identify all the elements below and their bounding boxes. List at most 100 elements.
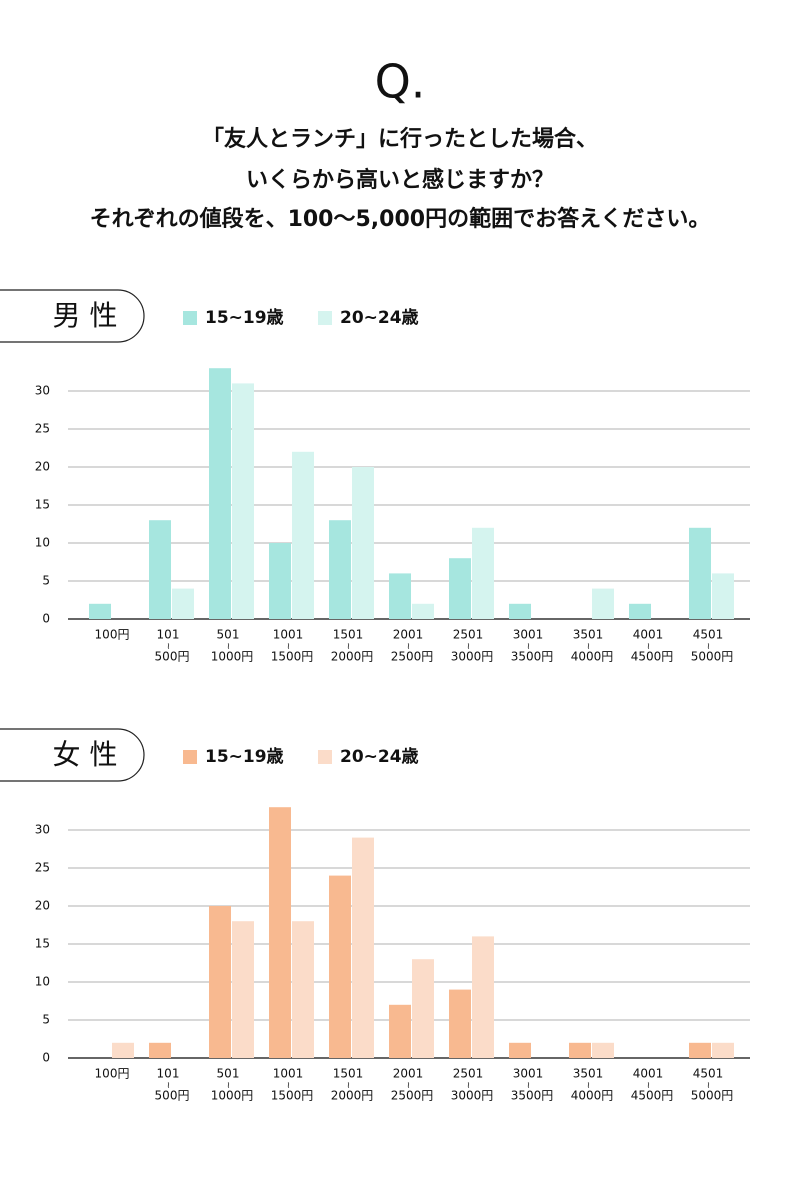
x-tick-label: 4500円	[631, 1089, 674, 1103]
bar	[389, 573, 411, 619]
x-tick-label: 4001	[633, 628, 664, 642]
x-tick-label: 4500円	[631, 650, 674, 664]
bar	[412, 959, 434, 1058]
x-tick-label: 100円	[95, 628, 130, 642]
bar	[292, 921, 314, 1058]
bar	[592, 588, 614, 619]
x-tick-label: 2500円	[391, 650, 434, 664]
section-title: 女 性	[53, 738, 118, 771]
x-tick-separator: ~	[163, 642, 173, 650]
x-tick-label: 3501	[573, 1067, 604, 1081]
x-tick-separator: ~	[463, 642, 473, 650]
bar	[352, 467, 374, 619]
y-tick-label: 20	[35, 460, 50, 474]
y-tick-label: 5	[42, 574, 50, 588]
x-tick-separator: ~	[343, 1081, 353, 1089]
question-line: それぞれの値段を、100〜5,000円の範囲でお答えください。	[90, 206, 711, 232]
x-tick-label: 2000円	[331, 1089, 374, 1103]
x-tick-label: 2001	[393, 1067, 424, 1081]
x-tick-label: 4001	[633, 1067, 664, 1081]
x-tick-separator: ~	[463, 1081, 473, 1089]
x-tick-separator: ~	[223, 1081, 233, 1089]
bar	[712, 573, 734, 619]
section-pill	[0, 289, 145, 343]
y-tick-label: 30	[35, 823, 50, 837]
legend-swatch	[183, 750, 197, 764]
x-tick-label: 1501	[333, 628, 364, 642]
legend-label: 20~24歳	[340, 746, 419, 767]
legend-label: 20~24歳	[340, 307, 419, 328]
x-tick-label: 100円	[95, 1067, 130, 1081]
bar	[689, 1042, 711, 1058]
x-tick-label: 2001	[393, 628, 424, 642]
x-tick-separator: ~	[403, 642, 413, 650]
x-tick-separator: ~	[223, 642, 233, 650]
x-tick-separator: ~	[163, 1081, 173, 1089]
bar	[232, 921, 254, 1058]
x-tick-separator: ~	[583, 1081, 593, 1089]
x-tick-separator: ~	[283, 1081, 293, 1089]
x-tick-label: 3500円	[511, 650, 554, 664]
x-tick-label: 2000円	[331, 650, 374, 664]
legend-label: 15~19歳	[205, 746, 284, 767]
bar	[629, 603, 651, 619]
y-tick-label: 25	[35, 422, 50, 436]
bar	[329, 875, 351, 1058]
y-tick-label: 0	[42, 1051, 50, 1065]
x-tick-separator: ~	[523, 642, 533, 650]
x-tick-label: 1500円	[271, 650, 314, 664]
x-tick-separator: ~	[703, 1081, 713, 1089]
y-tick-label: 25	[35, 861, 50, 875]
bar	[209, 368, 231, 619]
x-tick-label: 2501	[453, 628, 484, 642]
x-tick-label: 2501	[453, 1067, 484, 1081]
x-tick-separator: ~	[523, 1081, 533, 1089]
y-tick-label: 10	[35, 536, 50, 550]
x-tick-label: 101	[157, 1067, 180, 1081]
x-tick-label: 501	[217, 1067, 240, 1081]
x-tick-separator: ~	[703, 642, 713, 650]
bar	[449, 558, 471, 619]
x-tick-label: 101	[157, 628, 180, 642]
x-tick-label: 1001	[273, 628, 304, 642]
bar	[89, 603, 111, 619]
bar	[292, 451, 314, 619]
x-tick-label: 4501	[693, 628, 724, 642]
bar	[412, 603, 434, 619]
x-tick-label: 4000円	[571, 650, 614, 664]
question-line: いくらから高いと感じますか？	[246, 167, 554, 193]
x-tick-label: 500円	[155, 1089, 190, 1103]
x-tick-label: 3000円	[451, 650, 494, 664]
x-tick-label: 2500円	[391, 1089, 434, 1103]
x-tick-separator: ~	[583, 642, 593, 650]
x-tick-label: 5000円	[691, 650, 734, 664]
bar	[389, 1004, 411, 1058]
bar	[449, 989, 471, 1058]
x-tick-separator: ~	[643, 1081, 653, 1089]
y-tick-label: 15	[35, 937, 50, 951]
bar	[209, 906, 231, 1058]
y-tick-label: 20	[35, 899, 50, 913]
y-tick-label: 30	[35, 384, 50, 398]
bar	[269, 807, 291, 1058]
x-tick-separator: ~	[283, 642, 293, 650]
x-tick-label: 4000円	[571, 1089, 614, 1103]
section-pill	[0, 728, 145, 782]
x-tick-label: 5000円	[691, 1089, 734, 1103]
bar	[472, 527, 494, 619]
y-tick-label: 0	[42, 612, 50, 626]
x-tick-separator: ~	[343, 642, 353, 650]
question-line: 「友人とランチ」に行ったとした場合、	[202, 126, 598, 152]
x-tick-label: 1501	[333, 1067, 364, 1081]
bar	[569, 1042, 591, 1058]
legend-label: 15~19歳	[205, 307, 284, 328]
y-tick-label: 5	[42, 1013, 50, 1027]
y-tick-label: 10	[35, 975, 50, 989]
x-tick-label: 3000円	[451, 1089, 494, 1103]
bar	[149, 1042, 171, 1058]
legend-swatch	[318, 311, 332, 325]
x-tick-separator: ~	[403, 1081, 413, 1089]
bar	[352, 837, 374, 1058]
bar	[149, 520, 171, 619]
